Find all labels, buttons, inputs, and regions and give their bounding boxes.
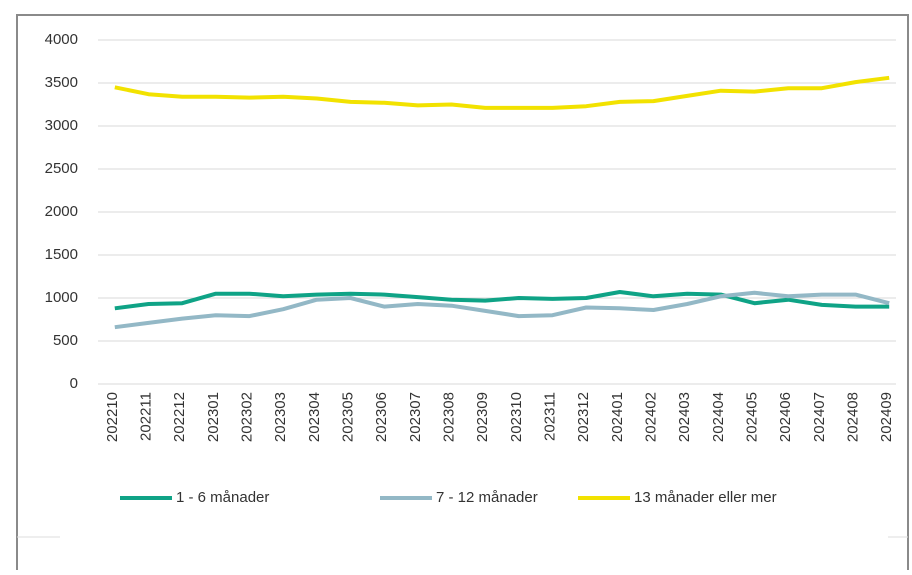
legend-label: 13 månader eller mer <box>634 489 777 506</box>
y-tick-label: 1500 <box>45 246 78 263</box>
y-tick-label: 0 <box>70 375 78 392</box>
x-tick-label: 202408 <box>844 392 861 442</box>
x-tick-label: 202303 <box>272 392 289 442</box>
x-tick-label: 202403 <box>676 392 693 442</box>
x-tick-label: 202405 <box>743 392 760 442</box>
x-tick-label: 202406 <box>777 392 794 442</box>
y-tick-label: 2000 <box>45 203 78 220</box>
frame <box>16 14 909 570</box>
x-tick-label: 202402 <box>642 392 659 442</box>
x-tick-label: 202310 <box>508 392 525 442</box>
y-tick-label: 3500 <box>45 74 78 91</box>
series-line <box>114 290 890 311</box>
series-line <box>114 75 890 110</box>
x-tick-label: 202304 <box>306 392 323 442</box>
x-tick-label: 202306 <box>373 392 390 442</box>
x-tick-label: 202311 <box>541 392 558 441</box>
legend-label: 1 - 6 månader <box>176 489 269 506</box>
y-tick-label: 3000 <box>45 117 78 134</box>
y-tick-label: 500 <box>53 332 78 349</box>
y-tick-label: 1000 <box>45 289 78 306</box>
y-tick-label: 4000 <box>45 31 78 48</box>
series-line <box>114 290 890 330</box>
x-tick-label: 202212 <box>171 392 188 442</box>
x-tick-label: 202407 <box>811 392 828 442</box>
x-tick-label: 202211 <box>137 392 154 441</box>
x-tick-label: 202210 <box>104 392 121 442</box>
x-tick-label: 202409 <box>878 392 895 442</box>
x-tick-label: 202312 <box>575 392 592 442</box>
x-tick-label: 202305 <box>339 392 356 442</box>
x-tick-label: 202404 <box>710 392 727 442</box>
x-tick-label: 202401 <box>609 392 626 442</box>
y-tick-label: 2500 <box>45 160 78 177</box>
legend-label: 7 - 12 månader <box>436 489 538 506</box>
x-tick-label: 202301 <box>205 392 222 442</box>
x-tick-label: 202309 <box>474 392 491 442</box>
x-tick-label: 202307 <box>407 392 424 442</box>
x-tick-label: 202308 <box>440 392 457 442</box>
x-tick-label: 202302 <box>238 392 255 442</box>
